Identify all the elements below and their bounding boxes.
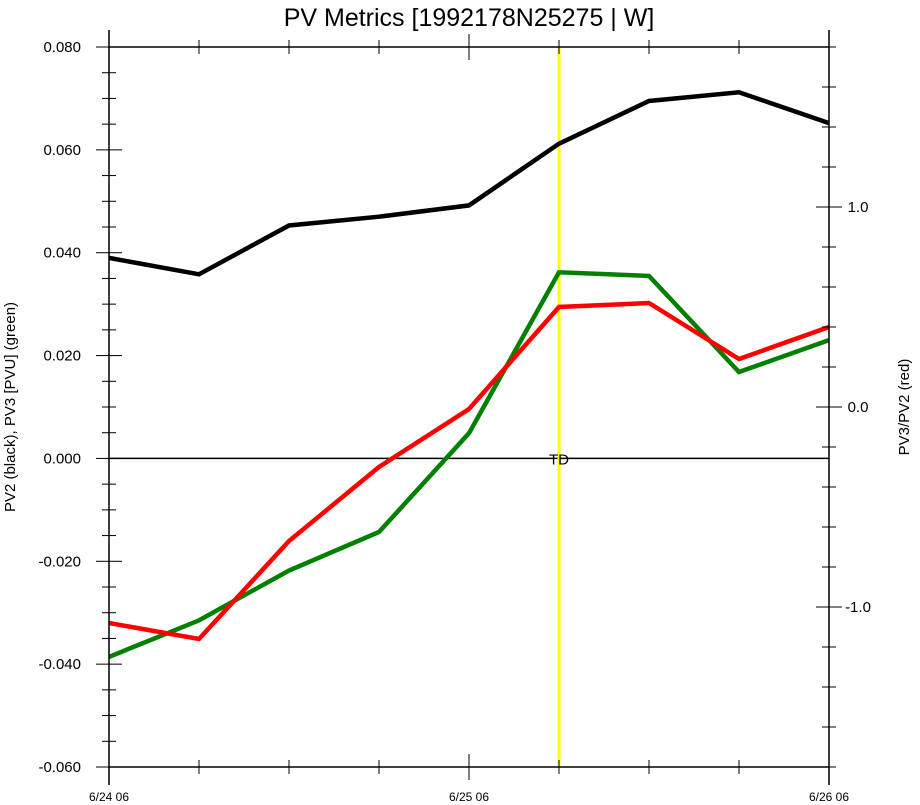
y-left-tick-label: -0.040 [38, 656, 81, 673]
y-left-tick-label: -0.060 [38, 759, 81, 776]
y-left-tick-label: 0.060 [43, 142, 81, 159]
plot-area: TD -0.060 -0.040 -0.020 0.000 0.020 0.040 0.060… [38, 30, 871, 804]
y-right-tick-label: -1.0 [845, 599, 871, 616]
y-left-tick-label: 0.020 [43, 348, 81, 365]
y-right-tick-label: 1.0 [848, 199, 869, 216]
y-left-tick-label: 0.080 [43, 39, 81, 56]
chart-title: PV Metrics [1992178N25275 | W] [284, 4, 655, 32]
annotation-td: TD [549, 451, 569, 468]
x-tick-label: 6/24 06 [89, 790, 129, 804]
y-right-tick-label: 0.0 [848, 399, 869, 416]
series-line-1 [108, 269, 830, 659]
y-left-tick-label: 0.040 [43, 245, 81, 262]
series-line-0 [108, 90, 830, 277]
y-axis-left-label: PV2 (black), PV3 [PVU] (green) [2, 302, 19, 512]
x-tick-label: 6/26 06 [809, 790, 849, 804]
y-left-tick-label: 0.000 [43, 450, 81, 467]
y-left-tick-label: -0.020 [38, 553, 81, 570]
x-tick-label: 6/25 06 [449, 790, 489, 804]
y-axis-right-label: PV3/PV2 (red) [896, 359, 913, 456]
